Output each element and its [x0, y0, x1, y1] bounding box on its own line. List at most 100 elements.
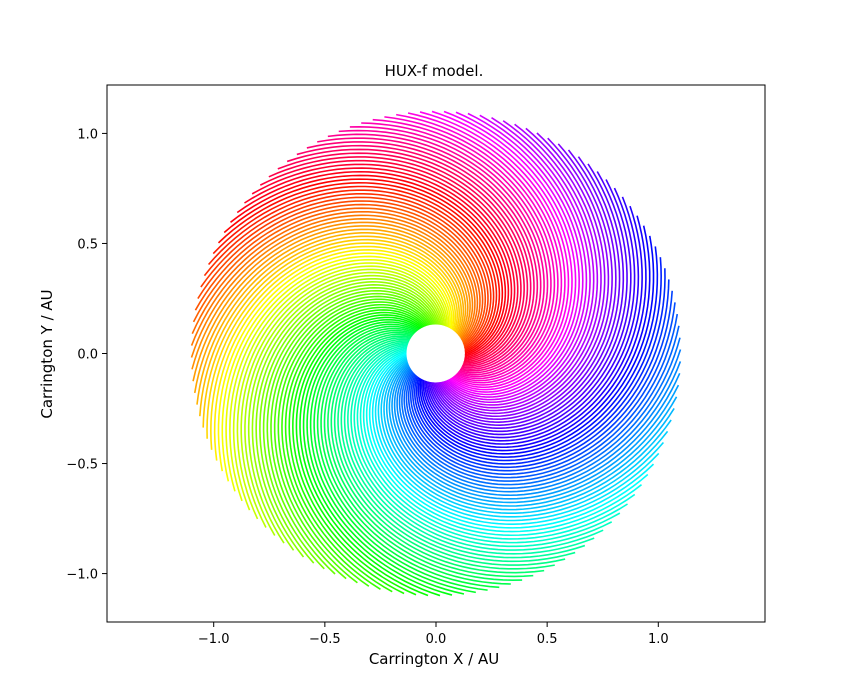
streamline [432, 156, 621, 426]
streamline [262, 289, 436, 570]
streamline [385, 361, 675, 507]
streamline [391, 363, 680, 500]
inner-boundary-hole [406, 324, 465, 383]
streamline [192, 225, 469, 382]
streamline [377, 357, 665, 518]
streamline [340, 340, 576, 563]
streamline [356, 347, 621, 544]
streamline [359, 348, 628, 540]
streamline [251, 163, 516, 360]
y-tick-label: −0.5 [66, 458, 98, 473]
streamline [413, 268, 666, 465]
streamline [393, 365, 681, 497]
streamline [383, 359, 672, 511]
streamline [327, 133, 542, 372]
streamline [217, 252, 453, 472]
streamline [407, 112, 566, 386]
streamline [338, 129, 545, 374]
streamline [284, 306, 427, 593]
streamline [411, 279, 670, 469]
streamline [191, 210, 479, 342]
streamline [405, 313, 679, 479]
streamline [236, 170, 510, 358]
streamline [353, 345, 613, 548]
streamline [236, 268, 446, 520]
streamline [443, 117, 591, 404]
streamline [424, 205, 643, 445]
streamlines-layer [190, 110, 682, 597]
streamline [443, 110, 577, 393]
y-tick-label: 0.0 [77, 348, 98, 363]
streamline [415, 257, 662, 462]
streamline [191, 221, 471, 370]
streamline [426, 187, 636, 439]
streamline [292, 311, 425, 596]
streamline [343, 341, 586, 559]
streamline [194, 203, 484, 345]
streamline [210, 245, 457, 450]
streamline [380, 358, 669, 515]
streamline [192, 207, 481, 344]
streamline [388, 362, 678, 504]
x-tick-label: 0.0 [426, 632, 447, 647]
streamline [440, 123, 599, 409]
streamline [259, 159, 519, 362]
streamline [438, 132, 606, 415]
streamline [430, 163, 625, 430]
streamline [407, 302, 676, 475]
streamline [396, 113, 563, 384]
streamline [403, 325, 680, 482]
streamline [259, 287, 437, 564]
streamline [333, 337, 555, 570]
streamline [428, 179, 632, 436]
streamline [419, 111, 570, 389]
streamline [320, 329, 511, 585]
streamline [299, 316, 441, 597]
streamline [244, 274, 443, 536]
y-axis-ticks: −1.0 −0.5 0.0 0.5 1.0 [66, 127, 107, 583]
streamline [323, 331, 523, 582]
streamline [431, 110, 573, 391]
streamline [217, 182, 501, 353]
streamline [244, 167, 513, 359]
streamline [398, 349, 682, 489]
streamline [384, 116, 559, 382]
x-tick-label: −1.0 [198, 632, 230, 647]
streamline [193, 228, 467, 394]
streamline [225, 258, 450, 492]
streamline [288, 309, 426, 595]
y-tick-label: −1.0 [66, 568, 98, 583]
streamline [277, 301, 430, 587]
x-tick-label: 0.5 [537, 632, 558, 647]
streamline [203, 192, 492, 349]
y-tick-label: 1.0 [77, 127, 98, 142]
streamline [306, 321, 465, 595]
streamline [251, 281, 440, 551]
streamline [421, 225, 651, 452]
streamline [372, 118, 556, 380]
streamline [232, 265, 447, 511]
streamline [296, 144, 532, 367]
y-tick-label: 0.5 [77, 237, 98, 252]
streamline [330, 335, 545, 574]
streamline [240, 271, 444, 528]
streamline [206, 242, 459, 439]
streamline [368, 352, 649, 529]
streamline [362, 349, 636, 537]
streamline [202, 238, 461, 428]
streamline [196, 232, 465, 405]
streamline [447, 111, 580, 396]
streamline [281, 303, 429, 590]
streamline [422, 215, 647, 449]
streamline [313, 325, 488, 591]
streamline [221, 255, 451, 482]
streamline [255, 284, 439, 558]
streamline [374, 355, 660, 522]
streamline [230, 174, 507, 356]
streamline [401, 337, 681, 486]
streamline [316, 327, 500, 589]
streamline [436, 137, 610, 418]
streamline [213, 249, 455, 461]
chart-title: HUX-f model. [385, 62, 484, 80]
